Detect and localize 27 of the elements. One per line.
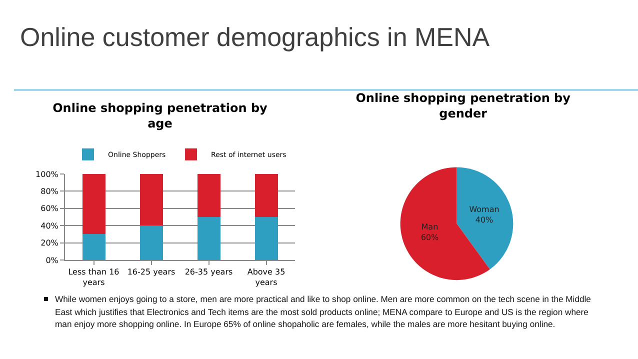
bar [254, 217, 278, 260]
bar [197, 217, 220, 260]
x-tick-label: Above 35 years [247, 268, 286, 287]
x-tick-label: Less than 16 years [68, 268, 120, 287]
slice-label: Woman [469, 205, 500, 214]
text: Online customer demographics in MENA [20, 22, 490, 53]
bar [140, 174, 163, 226]
y-tick-label: 0% [46, 256, 59, 265]
slice-label: Man [421, 222, 438, 232]
y-tick-label: 60% [40, 204, 59, 214]
y-tick-label: 100% [36, 170, 59, 179]
data-label: 40% [475, 215, 494, 224]
y-tick-label: 40% [40, 221, 59, 230]
bar [82, 174, 106, 234]
text: While women enjoys going to a store, men are more practical and like to shop online. Men are more common on the tech scene in the Middle East which justifies that Electronics and Tech items are the most sold products online; MENA compare to Europe and US is the region where man enjoy more shopping online. In Europe 65% of online shopaholic are females, while the males are more hesitant buying online. [55, 293, 592, 330]
bar [254, 174, 278, 217]
bar [82, 234, 106, 260]
x-tick-label: 26-35 years [184, 268, 233, 277]
y-tick-label: 20% [40, 238, 59, 248]
chart-title: Online shopping penetration by gender [356, 90, 571, 120]
x-tick-label: 16-25 years [127, 268, 176, 277]
bar [140, 226, 163, 260]
chart-title: Online shopping penetration by age [52, 100, 268, 130]
pie-slice [456, 167, 514, 270]
data-label: 60% [420, 233, 439, 242]
bar [197, 174, 220, 217]
y-tick-label: 80% [40, 187, 59, 196]
